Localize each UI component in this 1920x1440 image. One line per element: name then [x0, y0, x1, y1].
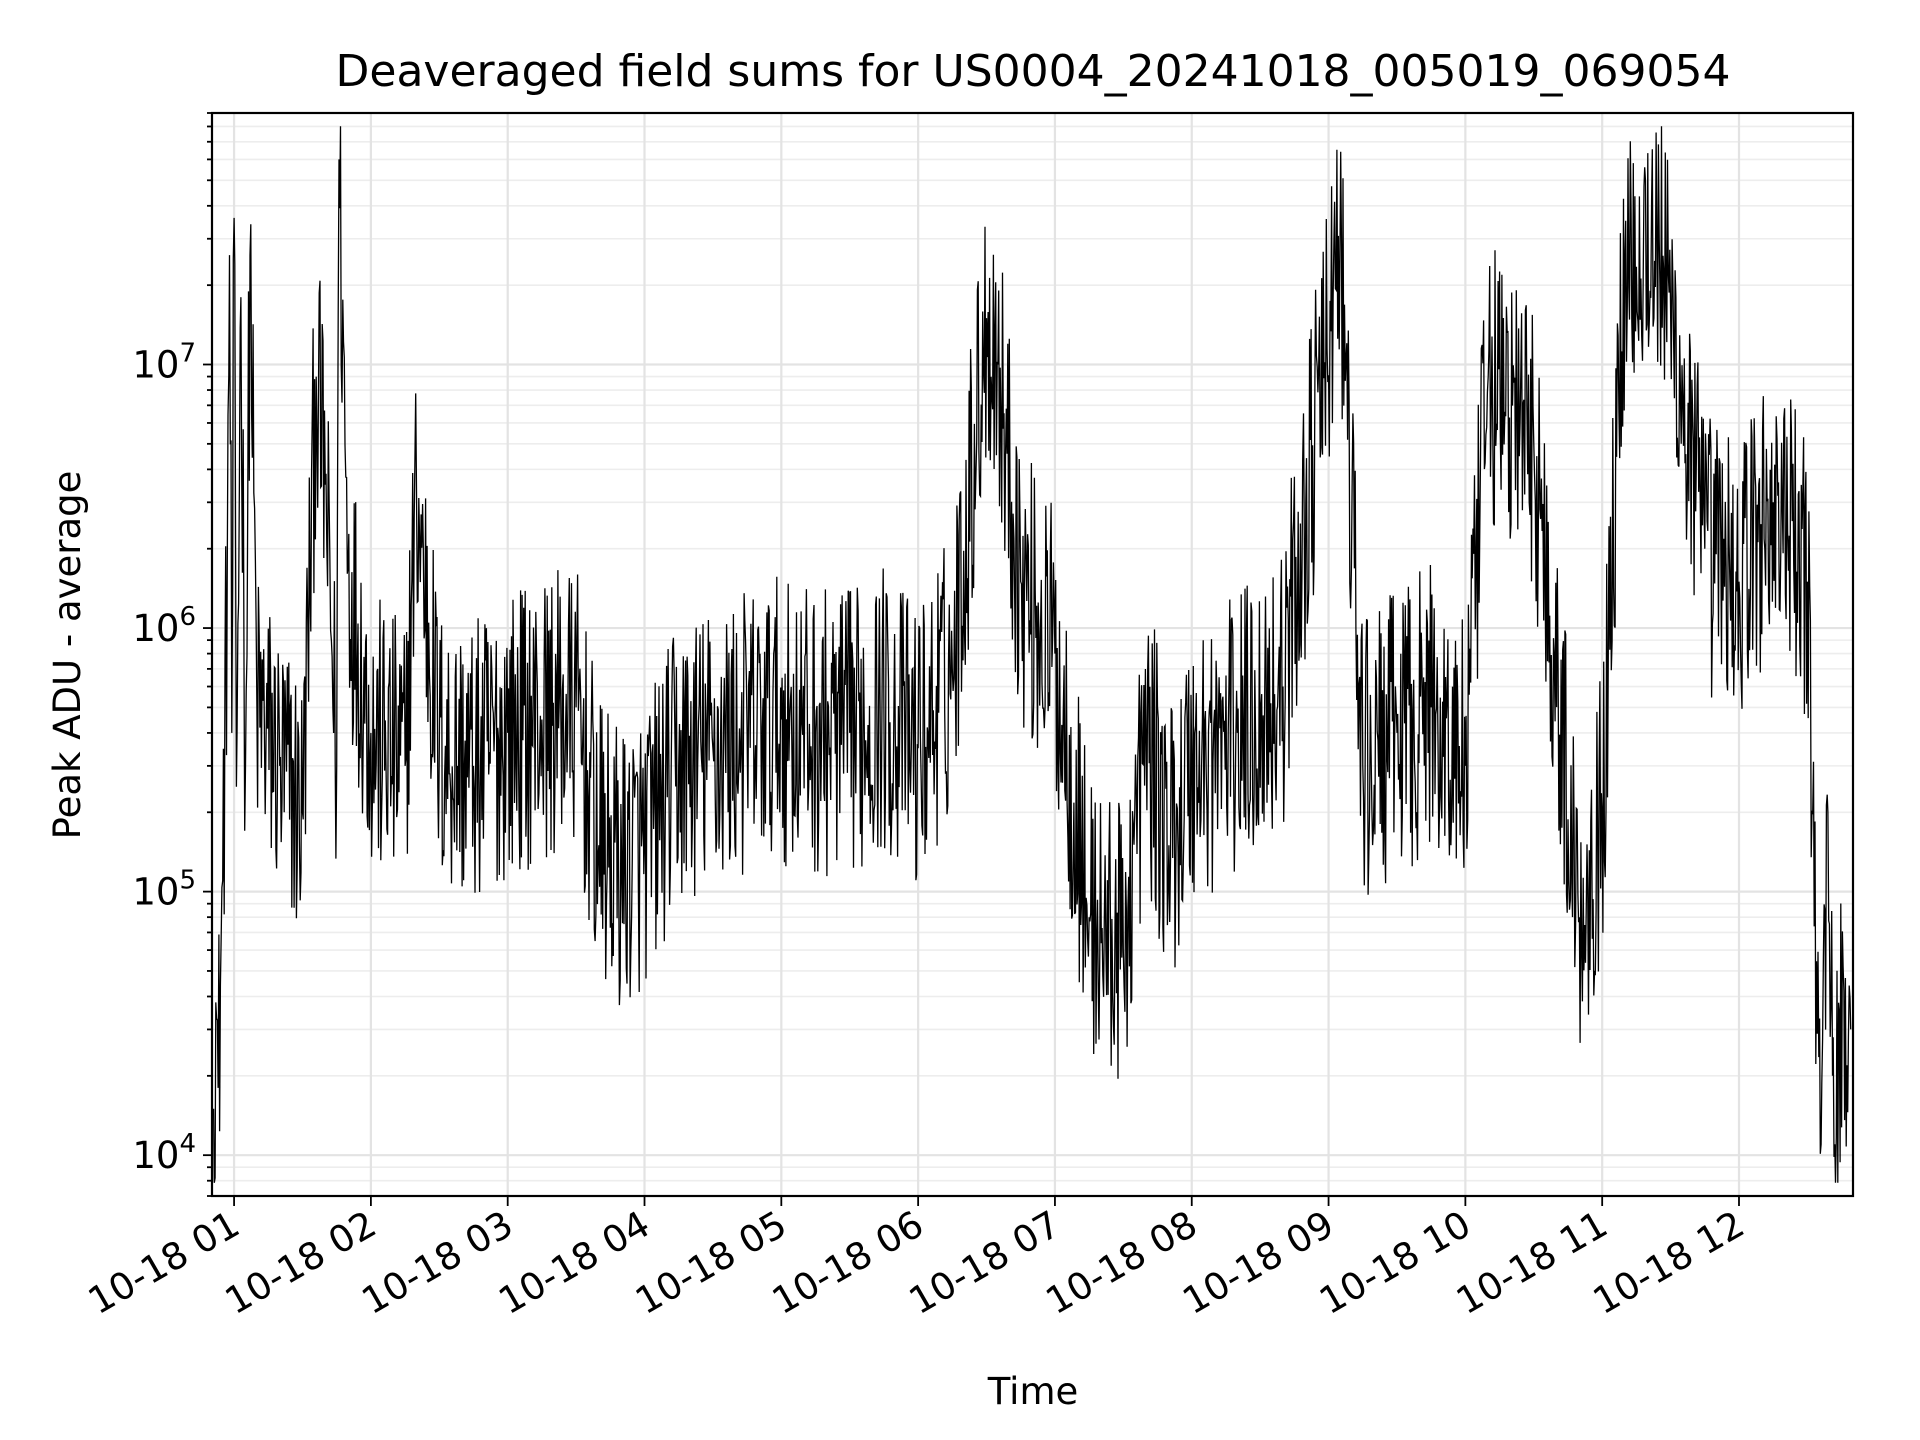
series-line — [212, 126, 1852, 1183]
chart-title: Deaveraged field sums for US0004_2024101… — [336, 46, 1731, 97]
ticks — [203, 112, 1740, 1206]
y-tick-labels: 104 105 106 107 — [132, 338, 196, 1177]
x-axis-label: Time — [987, 1370, 1079, 1413]
y-tick-label: 106 — [132, 602, 196, 650]
y-tick-label: 107 — [132, 338, 196, 386]
series-layer — [212, 126, 1852, 1183]
plot-frame — [210, 111, 1855, 1198]
y-tick-label: 104 — [132, 1129, 196, 1177]
y-tick-label: 105 — [132, 866, 196, 914]
y-axis-label: Peak ADU - average — [46, 471, 89, 840]
